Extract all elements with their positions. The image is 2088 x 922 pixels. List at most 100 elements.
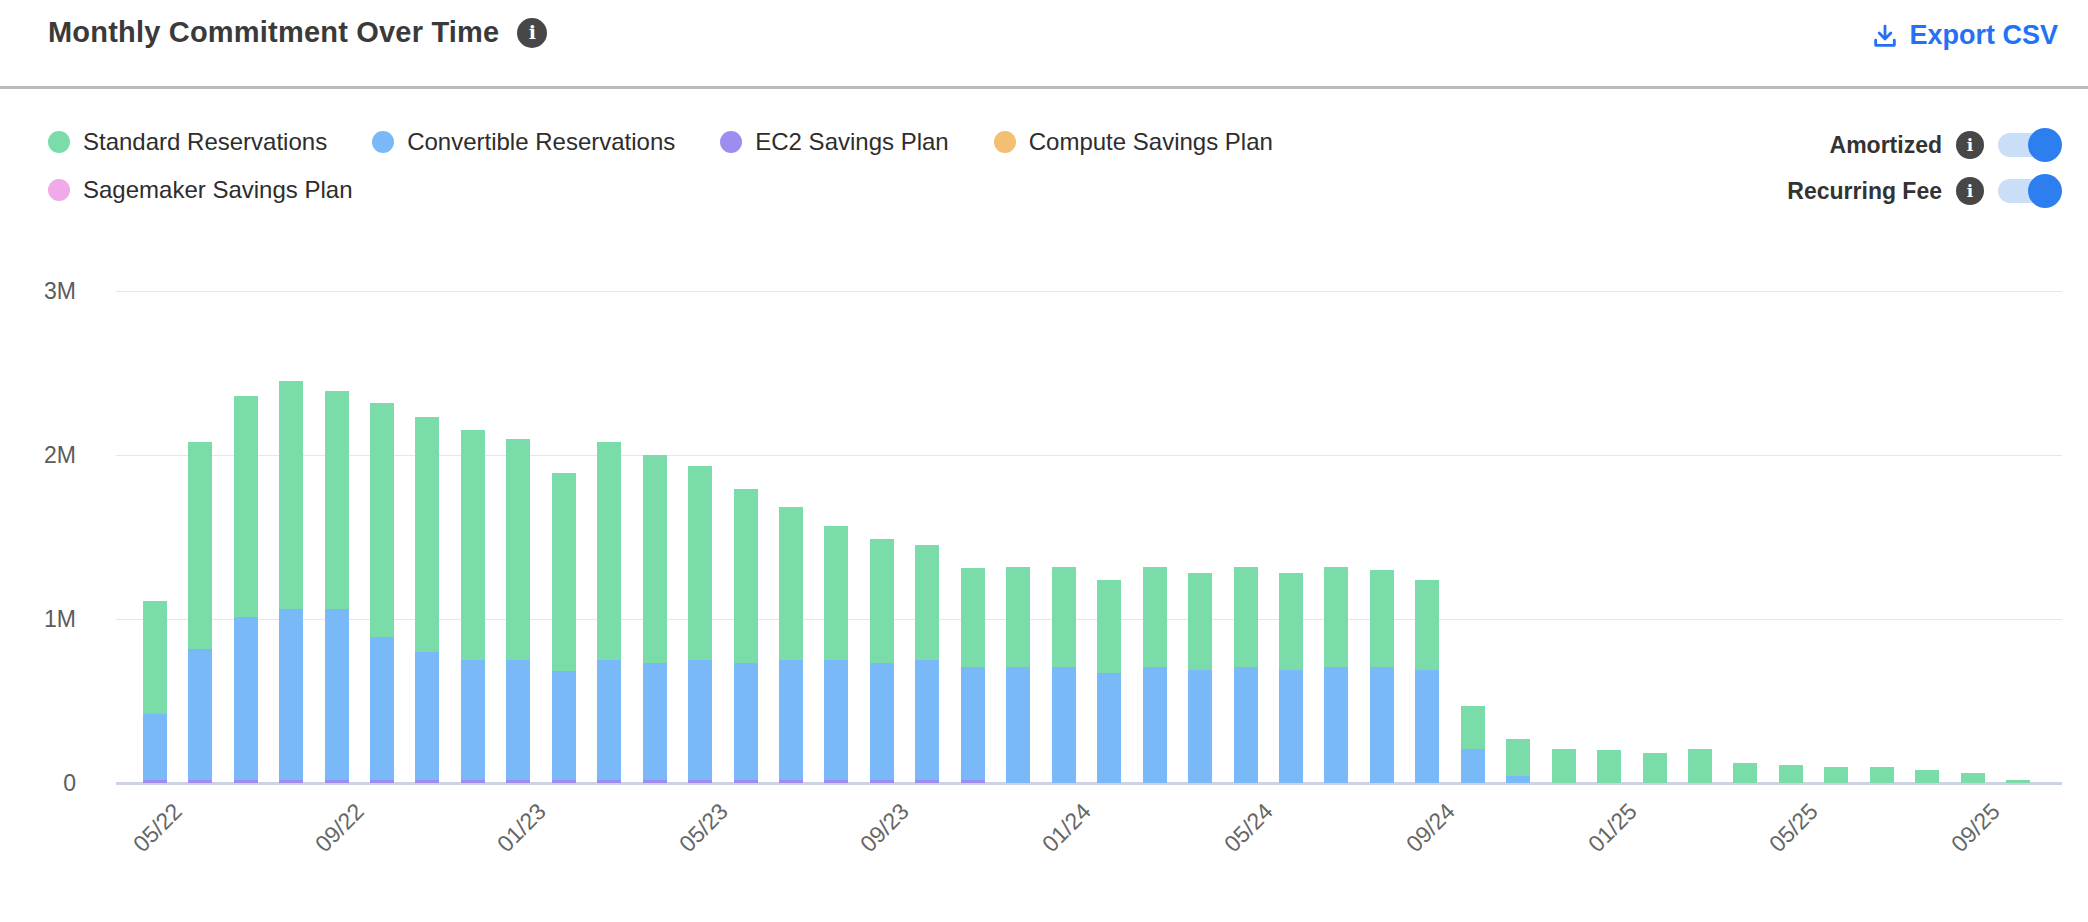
bar-segment-06/23-convertible-reservations[interactable] [734, 663, 758, 779]
bar-segment-02/24-convertible-reservations[interactable] [1097, 673, 1121, 783]
bar-segment-06/24-standard-reservations[interactable] [1279, 573, 1303, 670]
bar-segment-01/23-standard-reservations[interactable] [506, 439, 530, 660]
bar-segment-08/22-standard-reservations[interactable] [279, 381, 303, 609]
bar-segment-04/24-convertible-reservations[interactable] [1188, 670, 1212, 783]
bar-segment-11/22-convertible-reservations[interactable] [415, 652, 439, 780]
bar-segment-07/22-standard-reservations[interactable] [234, 396, 258, 617]
bar-segment-03/23-convertible-reservations[interactable] [597, 660, 621, 780]
bar-segment-07/23-standard-reservations[interactable] [779, 507, 803, 660]
bar-segment-07/22-ec2-savings-plan[interactable] [234, 780, 258, 783]
bar-segment-11/24-standard-reservations[interactable] [1506, 739, 1530, 777]
bar-segment-09/23-standard-reservations[interactable] [870, 539, 894, 664]
bar-segment-09/22-standard-reservations[interactable] [325, 391, 349, 609]
x-tick-label-09/23: 09/23 [855, 798, 915, 858]
bar-segment-01/23-ec2-savings-plan[interactable] [506, 780, 530, 783]
bar-segment-07/24-standard-reservations[interactable] [1324, 567, 1348, 667]
bar-segment-11/23-convertible-reservations[interactable] [961, 667, 985, 780]
bar-segment-09/24-convertible-reservations[interactable] [1415, 670, 1439, 783]
bar-segment-05/23-convertible-reservations[interactable] [688, 660, 712, 780]
bar-segment-04/24-standard-reservations[interactable] [1188, 573, 1212, 670]
bar-segment-05/24-convertible-reservations[interactable] [1234, 667, 1258, 783]
bar-segment-10/22-ec2-savings-plan[interactable] [370, 780, 394, 783]
bar-segment-06/23-standard-reservations[interactable] [734, 489, 758, 663]
bar-segment-04/23-convertible-reservations[interactable] [643, 663, 667, 779]
bar-segment-07/25-standard-reservations[interactable] [1870, 767, 1894, 783]
bar-segment-05/22-convertible-reservations[interactable] [143, 714, 167, 780]
x-tick-label-01/25: 01/25 [1582, 798, 1642, 858]
bar-segment-06/24-convertible-reservations[interactable] [1279, 670, 1303, 783]
bar-segment-09/23-convertible-reservations[interactable] [870, 663, 894, 779]
bar-segment-10/23-ec2-savings-plan[interactable] [915, 780, 939, 783]
bar-segment-05/25-standard-reservations[interactable] [1779, 765, 1803, 783]
bar-segment-11/22-standard-reservations[interactable] [415, 417, 439, 652]
bar-segment-03/23-ec2-savings-plan[interactable] [597, 780, 621, 783]
bar-segment-03/24-standard-reservations[interactable] [1143, 567, 1167, 667]
bar-segment-01/24-convertible-reservations[interactable] [1052, 667, 1076, 783]
bar-segment-08/25-standard-reservations[interactable] [1915, 770, 1939, 783]
bar-segment-08/24-standard-reservations[interactable] [1370, 570, 1394, 667]
bar-segment-08/23-convertible-reservations[interactable] [824, 660, 848, 780]
y-tick-label-0: 0 [0, 770, 76, 797]
bar-segment-03/25-standard-reservations[interactable] [1688, 749, 1712, 783]
bar-segment-11/22-ec2-savings-plan[interactable] [415, 780, 439, 783]
bar-segment-02/24-standard-reservations[interactable] [1097, 580, 1121, 673]
bar-segment-08/22-ec2-savings-plan[interactable] [279, 780, 303, 783]
bar-segment-07/24-convertible-reservations[interactable] [1324, 667, 1348, 783]
bar-segment-11/23-ec2-savings-plan[interactable] [961, 780, 985, 783]
bar-segment-04/23-standard-reservations[interactable] [643, 455, 667, 663]
bar-segment-09/22-convertible-reservations[interactable] [325, 609, 349, 780]
x-axis-line [116, 782, 2062, 785]
bar-segment-03/24-convertible-reservations[interactable] [1143, 667, 1167, 783]
bar-segment-08/22-convertible-reservations[interactable] [279, 609, 303, 780]
bar-segment-06/23-ec2-savings-plan[interactable] [734, 780, 758, 783]
bar-segment-08/24-convertible-reservations[interactable] [1370, 667, 1394, 783]
bar-segment-11/24-convertible-reservations[interactable] [1506, 776, 1530, 783]
bar-segment-05/22-standard-reservations[interactable] [143, 601, 167, 714]
bar-segment-06/22-ec2-savings-plan[interactable] [188, 780, 212, 783]
bar-segment-06/22-standard-reservations[interactable] [188, 442, 212, 649]
bar-segment-10/25-standard-reservations[interactable] [2006, 780, 2030, 783]
y-tick-label-3M: 3M [0, 278, 76, 305]
bar-segment-05/23-ec2-savings-plan[interactable] [688, 780, 712, 783]
bar-segment-09/22-ec2-savings-plan[interactable] [325, 780, 349, 783]
bar-segment-07/23-ec2-savings-plan[interactable] [779, 780, 803, 783]
bar-segment-02/23-standard-reservations[interactable] [552, 473, 576, 671]
bar-segment-04/25-standard-reservations[interactable] [1733, 763, 1757, 783]
bar-segment-02/23-convertible-reservations[interactable] [552, 671, 576, 779]
bar-segment-02/25-standard-reservations[interactable] [1643, 753, 1667, 783]
bar-segment-10/23-standard-reservations[interactable] [915, 545, 939, 660]
bar-segment-12/23-convertible-reservations[interactable] [1006, 667, 1030, 783]
bar-segment-09/25-standard-reservations[interactable] [1961, 773, 1985, 783]
bar-segment-07/22-convertible-reservations[interactable] [234, 617, 258, 779]
bar-segment-11/23-standard-reservations[interactable] [961, 568, 985, 666]
bar-segment-06/22-convertible-reservations[interactable] [188, 649, 212, 780]
bar-segment-05/24-standard-reservations[interactable] [1234, 567, 1258, 667]
bar-segment-05/23-standard-reservations[interactable] [688, 466, 712, 660]
bar-segment-04/23-ec2-savings-plan[interactable] [643, 780, 667, 783]
bar-segment-10/22-standard-reservations[interactable] [370, 403, 394, 638]
bar-segment-12/22-convertible-reservations[interactable] [461, 660, 485, 780]
bar-segment-09/23-ec2-savings-plan[interactable] [870, 780, 894, 783]
bar-segment-01/23-convertible-reservations[interactable] [506, 660, 530, 780]
bar-segment-10/23-convertible-reservations[interactable] [915, 660, 939, 780]
bar-segment-08/23-ec2-savings-plan[interactable] [824, 780, 848, 783]
x-tick-label-05/24: 05/24 [1219, 798, 1279, 858]
bar-segment-02/23-ec2-savings-plan[interactable] [552, 780, 576, 783]
bar-segment-12/24-standard-reservations[interactable] [1552, 749, 1576, 783]
bar-segment-05/22-ec2-savings-plan[interactable] [143, 780, 167, 783]
bar-segment-07/23-convertible-reservations[interactable] [779, 660, 803, 780]
bar-segment-01/25-standard-reservations[interactable] [1597, 750, 1621, 783]
bar-segment-10/24-standard-reservations[interactable] [1461, 706, 1485, 749]
bar-segment-01/24-standard-reservations[interactable] [1052, 567, 1076, 667]
bar-segment-10/24-convertible-reservations[interactable] [1461, 749, 1485, 783]
bar-segment-12/22-standard-reservations[interactable] [461, 430, 485, 660]
bar-segment-03/23-standard-reservations[interactable] [597, 442, 621, 660]
bar-segment-12/23-standard-reservations[interactable] [1006, 567, 1030, 667]
monthly-commitment-chart: 01M2M3M05/2209/2201/2305/2309/2301/2405/… [0, 0, 2088, 922]
bar-segment-06/25-standard-reservations[interactable] [1824, 767, 1848, 783]
bar-segment-10/22-convertible-reservations[interactable] [370, 637, 394, 780]
bar-segment-08/23-standard-reservations[interactable] [824, 526, 848, 660]
bar-segment-12/22-ec2-savings-plan[interactable] [461, 780, 485, 783]
bar-segment-09/24-standard-reservations[interactable] [1415, 580, 1439, 670]
x-tick-label-01/24: 01/24 [1037, 798, 1097, 858]
